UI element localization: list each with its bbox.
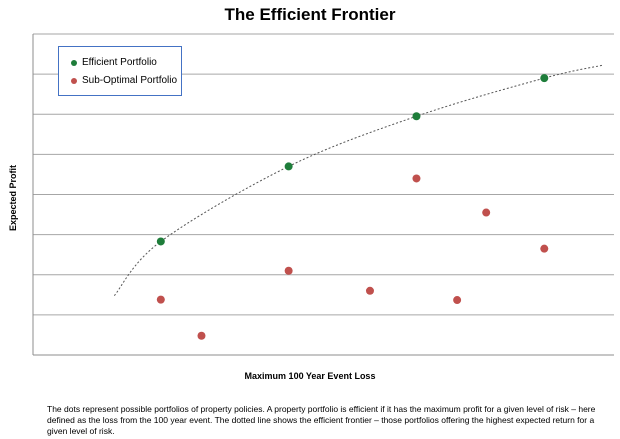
suboptimal-point-0 [156, 295, 165, 304]
x-axis-label: Maximum 100 Year Event Loss [244, 371, 376, 381]
legend-item-suboptimal: Sub-Optimal Portfolio [71, 75, 177, 86]
efficient-point-3 [540, 74, 549, 83]
suboptimal-point-1 [197, 331, 206, 340]
efficient-frontier-line [113, 64, 603, 296]
legend-label-suboptimal: Sub-Optimal Portfolio [82, 75, 178, 86]
suboptimal-point-6 [482, 208, 491, 217]
suboptimal-point-4 [412, 174, 421, 183]
suboptimal-point-5 [453, 296, 462, 305]
legend-marker-efficient [71, 59, 77, 66]
suboptimal-point-7 [540, 244, 549, 253]
efficient-point-2 [412, 112, 421, 121]
efficient-point-0 [156, 237, 165, 246]
chart-title: The Efficient Frontier [224, 5, 396, 24]
suboptimal-point-2 [284, 266, 293, 275]
legend-marker-suboptimal [71, 77, 77, 84]
legend-item-efficient: Efficient Portfolio [71, 57, 157, 68]
suboptimal-point-3 [365, 286, 374, 295]
y-axis-label-text: Expected Profit [8, 164, 18, 232]
y-axis-label: Expected Profit [3, 165, 23, 231]
chart-legend: Efficient Portfolio Sub-Optimal Portfoli… [58, 46, 182, 96]
chart-caption: The dots represent possible portfolios o… [47, 404, 596, 436]
efficient-point-1 [284, 162, 293, 171]
legend-label-efficient: Efficient Portfolio [82, 57, 157, 68]
